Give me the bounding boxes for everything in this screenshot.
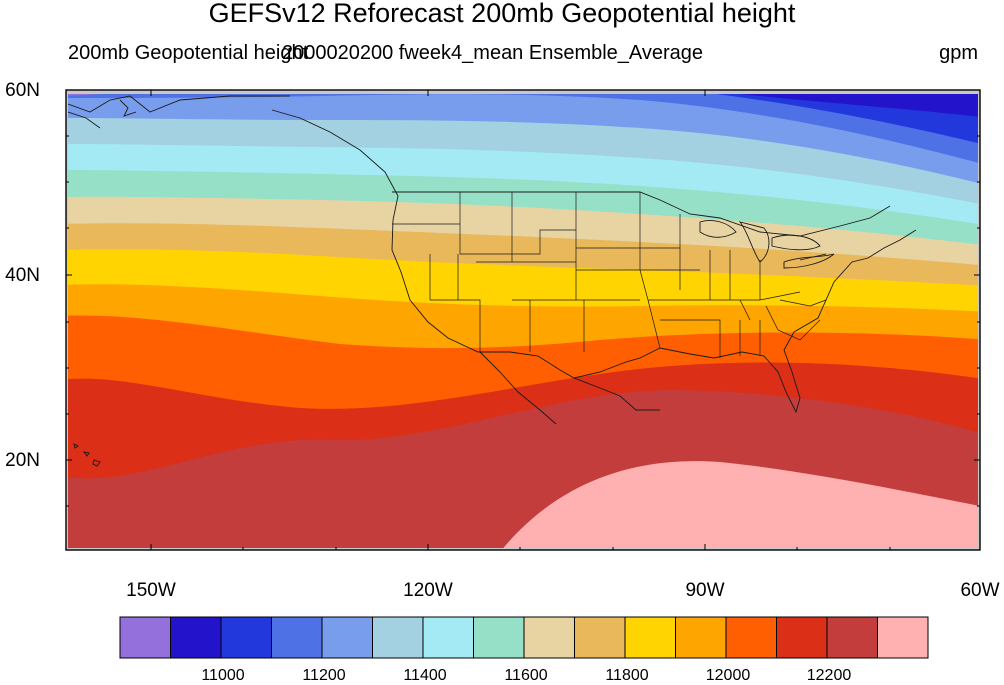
hawaii xyxy=(73,443,101,467)
mexico-coast xyxy=(573,377,660,411)
height-contours xyxy=(68,94,978,548)
lat-label-60n: 60N xyxy=(5,80,40,101)
band-10900 xyxy=(739,94,978,117)
north-america-coastline xyxy=(68,95,917,414)
alaska-panhandle xyxy=(68,99,137,129)
colorbar-swatch xyxy=(776,616,828,659)
colorbar-label: 11600 xyxy=(504,667,548,684)
colorbar-swatch xyxy=(473,616,525,659)
units-label: gpm xyxy=(939,42,978,64)
colorbar-swatch xyxy=(321,616,373,659)
colorbar-swatch xyxy=(624,616,676,659)
colorbar-swatch xyxy=(170,616,222,659)
us-state-boundaries xyxy=(392,192,827,358)
lon-label-60w: 60W xyxy=(960,580,1000,601)
colorbar-label: 11200 xyxy=(302,667,346,684)
lon-label-120w: 120W xyxy=(403,580,453,601)
colorbar-swatch xyxy=(372,616,424,659)
colorbar xyxy=(119,616,929,659)
run-subtitle: 2000020200 fweek4_mean Ensemble_Average xyxy=(282,42,704,64)
colorbar-swatch xyxy=(220,616,272,659)
variable-subtitle: 200mb Geopotential height xyxy=(68,42,309,64)
colorbar-swatch xyxy=(675,616,727,659)
lon-label-90w: 90W xyxy=(685,580,725,601)
lat-label-40n: 40N xyxy=(5,265,40,286)
band-10800 xyxy=(68,94,103,96)
colorbar-label: 11800 xyxy=(605,667,649,684)
lon-label-150w: 150W xyxy=(126,580,176,601)
us-canada-border xyxy=(392,191,891,237)
band-11100 xyxy=(68,94,978,163)
gulf-of-california xyxy=(479,351,557,425)
colorbar-swatch xyxy=(725,616,777,659)
colorbar-swatch xyxy=(877,616,929,659)
map-frame xyxy=(65,89,981,551)
colorbar-swatch xyxy=(422,616,474,659)
colorbar-swatch xyxy=(826,616,878,659)
colorbar-label: 12200 xyxy=(806,667,852,684)
colorbar-label: 11400 xyxy=(403,667,447,684)
colorbar-label: 12000 xyxy=(705,667,751,684)
tick-marks xyxy=(66,89,981,550)
figure-title: GEFSv12 Reforecast 200mb Geopotential he… xyxy=(208,0,796,28)
colorbar-swatch xyxy=(574,616,626,659)
map-panel xyxy=(65,89,981,551)
boundaries xyxy=(68,95,917,467)
lat-label-20n: 20N xyxy=(5,450,40,471)
colorbar-label: 11000 xyxy=(201,667,245,684)
colorbar-swatch xyxy=(271,616,323,659)
colorbar-swatch xyxy=(119,616,171,659)
colorbar-swatch xyxy=(523,616,575,659)
